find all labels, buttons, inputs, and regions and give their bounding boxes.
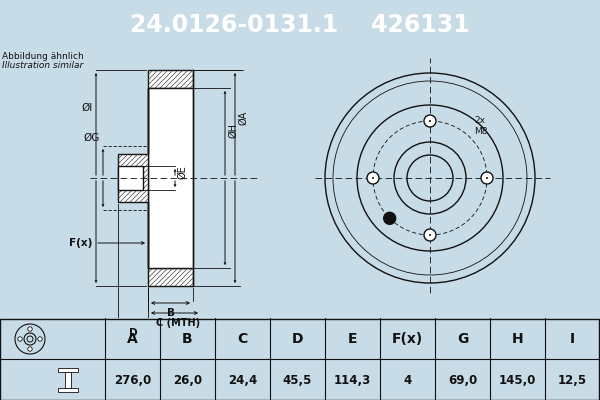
Text: 12,5: 12,5 <box>558 374 587 386</box>
Text: 2x
M8: 2x M8 <box>475 116 488 136</box>
Bar <box>58 368 78 372</box>
Text: I: I <box>570 332 575 346</box>
Text: 69,0: 69,0 <box>448 374 477 386</box>
Text: Abbildung ähnlich: Abbildung ähnlich <box>2 52 84 61</box>
Text: C (MTH): C (MTH) <box>157 318 200 328</box>
Text: ØE: ØE <box>177 165 187 179</box>
Text: C: C <box>238 332 248 346</box>
Text: D: D <box>292 332 303 346</box>
Text: B: B <box>167 308 175 318</box>
Text: 24.0126-0131.1    426131: 24.0126-0131.1 426131 <box>130 13 470 37</box>
Text: Illustration similar: Illustration similar <box>2 61 83 70</box>
Text: 26,0: 26,0 <box>173 374 202 386</box>
Text: H: H <box>512 332 523 346</box>
Circle shape <box>28 327 32 331</box>
Circle shape <box>486 177 488 179</box>
Polygon shape <box>118 154 148 202</box>
Text: F(x): F(x) <box>68 238 92 248</box>
Circle shape <box>383 212 395 224</box>
Text: 276,0: 276,0 <box>114 374 151 386</box>
Text: ØG: ØG <box>83 133 100 143</box>
Polygon shape <box>148 268 193 286</box>
Text: 24,4: 24,4 <box>228 374 257 386</box>
Text: 4: 4 <box>403 374 412 386</box>
Circle shape <box>367 172 379 184</box>
Text: G: G <box>457 332 468 346</box>
Polygon shape <box>148 70 193 88</box>
Text: 45,5: 45,5 <box>283 374 312 386</box>
Text: 114,3: 114,3 <box>334 374 371 386</box>
Text: ØH: ØH <box>228 122 238 138</box>
Polygon shape <box>148 88 193 268</box>
Text: ØI: ØI <box>82 103 93 113</box>
Circle shape <box>372 177 374 179</box>
Circle shape <box>424 115 436 127</box>
Text: D: D <box>128 328 137 338</box>
Circle shape <box>28 347 32 351</box>
Text: F(x): F(x) <box>392 332 423 346</box>
Circle shape <box>429 234 431 236</box>
Bar <box>58 388 78 392</box>
Bar <box>65 372 71 388</box>
Circle shape <box>38 337 42 341</box>
Circle shape <box>481 172 493 184</box>
Text: 145,0: 145,0 <box>499 374 536 386</box>
Text: B: B <box>182 332 193 346</box>
Circle shape <box>424 229 436 241</box>
Circle shape <box>18 337 22 341</box>
Text: ØA: ØA <box>238 111 248 125</box>
Text: E: E <box>348 332 357 346</box>
Circle shape <box>429 120 431 122</box>
Text: A: A <box>127 332 138 346</box>
Polygon shape <box>118 166 143 190</box>
